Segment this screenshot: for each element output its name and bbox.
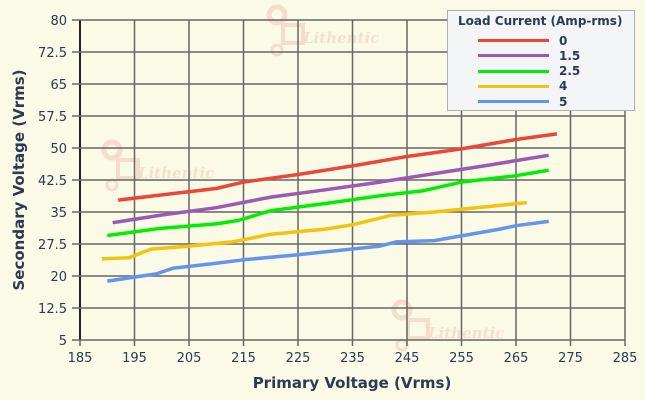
legend-title: Load Current (Amp-rms)	[458, 14, 623, 28]
x-tick-label: 255	[449, 351, 474, 366]
x-tick-label: 185	[68, 351, 93, 366]
y-tick-label: 42.5	[38, 174, 67, 189]
x-tick-label: 215	[231, 351, 256, 366]
x-tick-label: 205	[177, 351, 202, 366]
legend-label: 1.5	[559, 48, 581, 63]
legend-label: 5	[559, 94, 568, 109]
x-tick-label: 275	[558, 351, 583, 366]
y-tick-label: 50	[50, 142, 67, 157]
watermark-logo: Lithentic	[101, 139, 214, 192]
x-axis-label: Primary Voltage (Vrms)	[253, 374, 452, 392]
watermark-logo: Lithentic	[266, 4, 379, 57]
y-tick-label: 72.5	[38, 46, 67, 61]
watermarks: Lithentic Lithentic Lithentic	[101, 4, 504, 352]
legend-swatch	[478, 100, 549, 104]
y-tick-label: 27.5	[38, 238, 67, 253]
watermark-text: Lithentic	[302, 29, 379, 47]
y-tick-label: 65	[50, 78, 67, 93]
y-tick-label: 12.5	[38, 302, 67, 317]
legend: Load Current (Amp-rms) 0 1.5 2.5 4 5	[447, 10, 635, 111]
y-tick-label: 35	[50, 206, 67, 221]
series-line-5	[107, 219, 549, 283]
legend-swatch	[478, 69, 549, 73]
x-tick-label: 195	[122, 351, 147, 366]
series-lines	[101, 132, 558, 283]
y-tick-label: 57.5	[38, 110, 67, 125]
x-tick-label: 265	[504, 351, 529, 366]
legend-label: 2.5	[559, 64, 581, 79]
x-tick-label: 235	[340, 351, 365, 366]
legend-item: 1.5	[478, 48, 580, 63]
legend-label: 0	[559, 33, 568, 48]
y-tick-labels: 80 72.5 65 57.5 50 42.5 35 27.5 20 12.5 5	[38, 14, 67, 349]
x-tick-label: 285	[613, 351, 638, 366]
legend-item: 5	[478, 94, 567, 109]
y-tick-label: 5	[59, 334, 67, 349]
legend-item: 2.5	[478, 64, 580, 79]
watermark-text: Lithentic	[427, 324, 504, 342]
x-tick-label: 245	[395, 351, 420, 366]
watermark-logo: Lithentic	[391, 299, 504, 352]
y-tick-label: 80	[50, 14, 67, 29]
legend-item: 0	[478, 33, 567, 48]
legend-swatch	[478, 39, 549, 42]
watermark-text: Lithentic	[137, 164, 214, 182]
series-line-1-5	[112, 153, 549, 225]
legend-swatch	[478, 84, 549, 88]
series-line-0	[117, 132, 558, 202]
legend-swatch	[478, 54, 549, 58]
x-tick-label: 225	[286, 351, 311, 366]
legend-label: 4	[559, 79, 568, 94]
legend-item: 4	[478, 79, 567, 94]
x-tick-labels: 185 195 205 215 225 235 245 255 265 275 285	[68, 351, 638, 366]
y-axis-label: Secondary Voltage (Vrms)	[10, 69, 28, 290]
series-line-2-5	[107, 168, 549, 238]
y-tick-label: 20	[50, 270, 67, 285]
series-line-4	[101, 200, 528, 261]
